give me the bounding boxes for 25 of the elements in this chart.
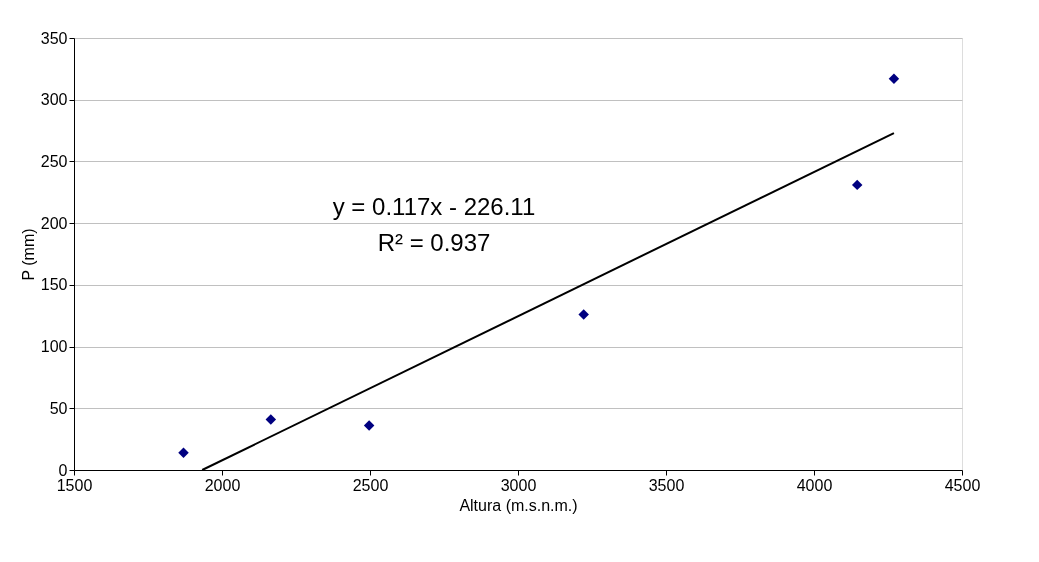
x-tick-label: 3500 [648,476,685,494]
x-axis-title: Altura (m.s.n.m.) [459,496,578,514]
x-tick-label: 4500 [944,476,981,494]
y-tick-label: 100 [40,338,68,356]
y-tick-label: 350 [40,29,68,47]
annotation: y = 0.117x - 226.11 [332,193,536,220]
y-tick-label: 150 [40,276,68,294]
point [363,420,375,431]
y-axis-title: P (mm) [19,228,37,281]
y-tick-label: 300 [40,91,68,109]
x-tick-label: 2000 [204,476,241,494]
y-tick-label: 0 [58,461,68,479]
x-tick-label: 2500 [352,476,389,494]
point [888,73,900,84]
x-tick-label: 1500 [56,476,93,494]
point [578,309,589,320]
x-tick-label: 4000 [796,476,833,494]
point [265,414,277,425]
y-tick-label: 200 [40,214,68,232]
annotation: R² = 0.937 [377,229,491,256]
y-tick-label: 250 [40,152,68,170]
point [851,179,863,191]
y-tick-label: 50 [49,399,68,417]
x-tick-label: 3000 [500,476,537,494]
point [178,447,189,458]
